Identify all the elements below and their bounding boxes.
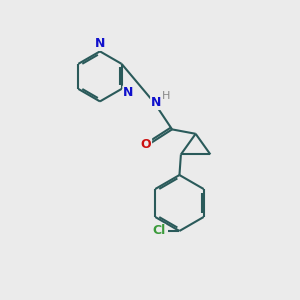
Text: N: N <box>123 86 133 99</box>
Text: Cl: Cl <box>152 224 166 238</box>
Text: H: H <box>161 92 170 101</box>
Text: N: N <box>151 96 161 110</box>
Text: O: O <box>141 138 152 151</box>
Text: N: N <box>95 38 105 50</box>
